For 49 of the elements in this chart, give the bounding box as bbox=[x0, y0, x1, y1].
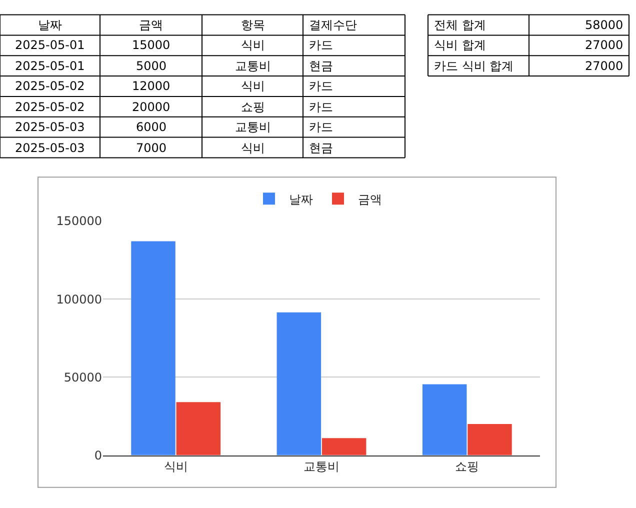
text: 현금 bbox=[309, 141, 333, 155]
bar bbox=[276, 312, 322, 456]
legend-label: 날짜 bbox=[289, 192, 313, 206]
y-tick-label: 0 bbox=[94, 448, 102, 462]
text: 2025-05-01 bbox=[15, 38, 85, 52]
bar bbox=[322, 438, 366, 456]
bar bbox=[176, 402, 221, 456]
text: 2025-05-03 bbox=[15, 141, 85, 155]
text: 2025-05-03 bbox=[15, 120, 85, 134]
text: 6000 bbox=[136, 120, 167, 134]
text: 카드 bbox=[309, 100, 333, 114]
text: 교통비 bbox=[235, 59, 271, 73]
text: 27000 bbox=[585, 59, 624, 73]
text: 5000 bbox=[136, 59, 167, 73]
legend-label: 금액 bbox=[358, 192, 382, 206]
text: 27000 bbox=[585, 38, 624, 52]
x-tick-label: 쇼핑 bbox=[455, 460, 480, 474]
y-tick-label: 150000 bbox=[56, 214, 102, 228]
x-tick-label: 교통비 bbox=[304, 460, 340, 474]
text: 식비 합계 bbox=[434, 38, 486, 52]
text: 카드 식비 합계 bbox=[434, 59, 514, 73]
text: 15000 bbox=[132, 38, 170, 52]
y-tick-label: 100000 bbox=[56, 292, 102, 306]
text: 결제수단 bbox=[309, 18, 357, 32]
text: 카드 bbox=[309, 120, 333, 134]
bar bbox=[468, 424, 512, 456]
text: 2025-05-02 bbox=[15, 79, 85, 93]
text: 현금 bbox=[309, 59, 333, 73]
text: 7000 bbox=[136, 141, 167, 155]
text: 전체 합계 bbox=[434, 18, 486, 32]
y-tick-label: 50000 bbox=[64, 370, 102, 384]
text: 식비 bbox=[241, 141, 265, 155]
text: 식비 bbox=[241, 38, 265, 52]
text: 2025-05-01 bbox=[15, 59, 85, 73]
text: 카드 bbox=[309, 79, 333, 93]
text: 쇼핑 bbox=[241, 100, 265, 114]
text: 식비 bbox=[241, 79, 265, 93]
text: 항목 bbox=[241, 18, 265, 32]
text: 2025-05-02 bbox=[15, 100, 85, 114]
text: 금액 bbox=[139, 18, 163, 32]
text: 카드 bbox=[309, 38, 333, 52]
text: 58000 bbox=[585, 18, 624, 32]
bar bbox=[422, 384, 467, 456]
bar bbox=[131, 241, 176, 456]
text: 교통비 bbox=[235, 120, 271, 134]
x-tick-label: 식비 bbox=[164, 460, 188, 474]
text: 12000 bbox=[132, 79, 170, 93]
text: 20000 bbox=[132, 100, 170, 114]
text: 날짜 bbox=[38, 18, 62, 32]
